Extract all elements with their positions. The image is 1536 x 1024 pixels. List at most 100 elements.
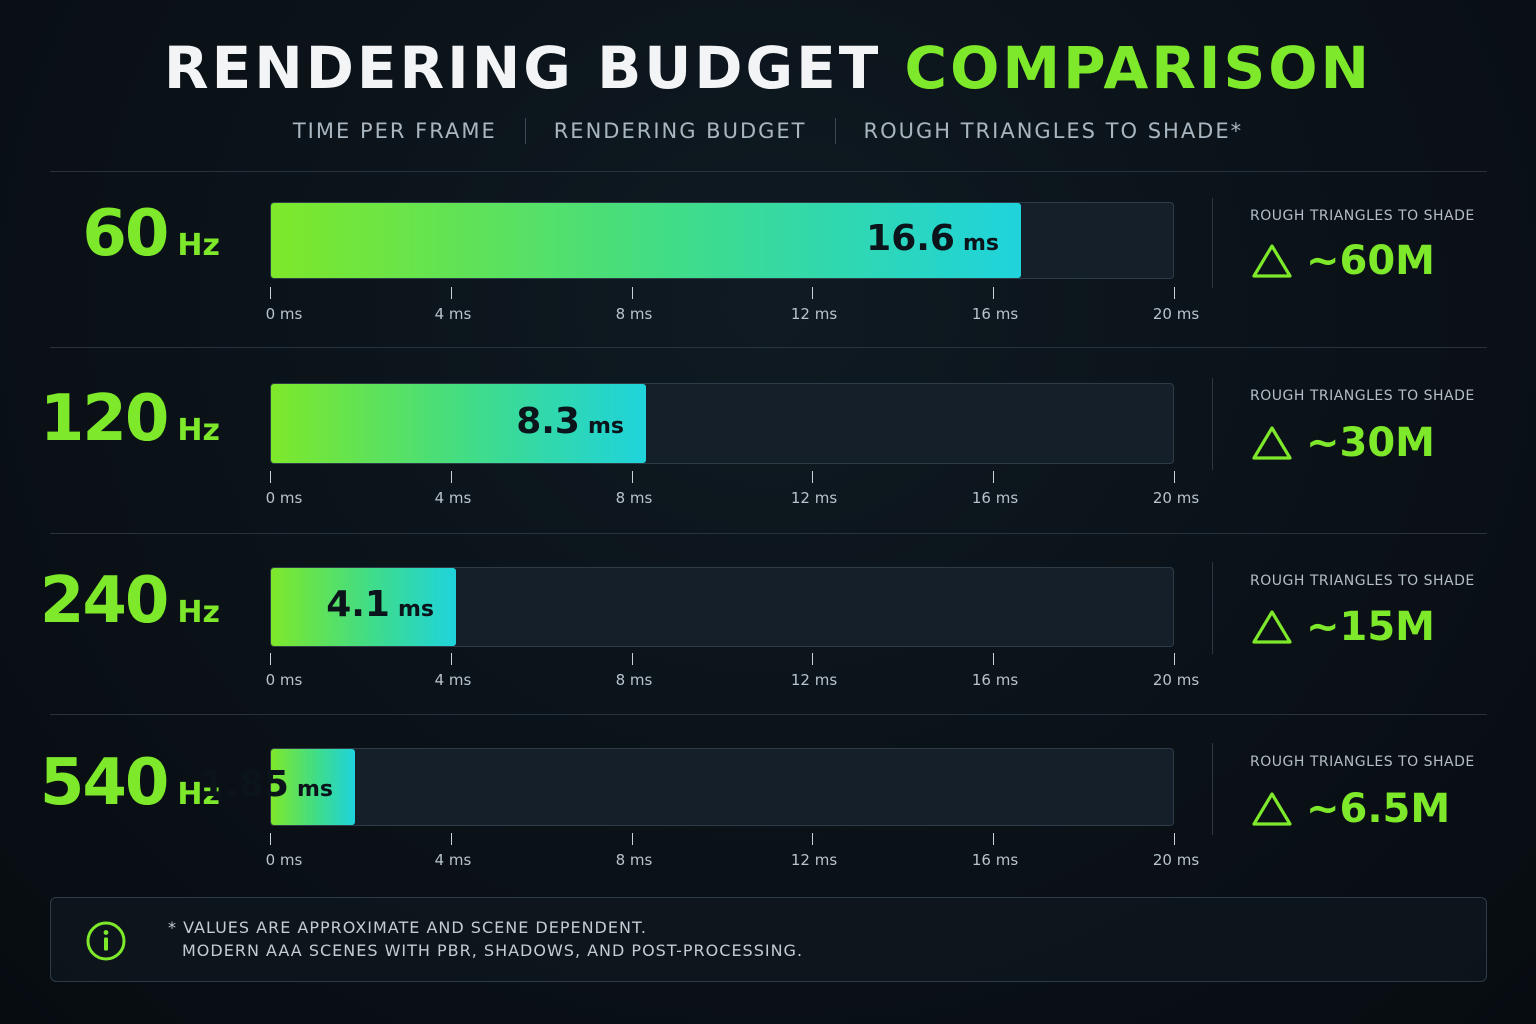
refresh-rate-value: 60 [82,197,169,271]
x-tick [1174,471,1175,483]
refresh-rate-label: 120 Hz [40,382,220,456]
divider-line [50,533,1487,534]
footnote-line-2: MODERN AAA SCENES WITH PBR, SHADOWS, AND… [182,941,804,960]
bar [271,384,646,463]
subtitle-divider [524,118,526,144]
bar [271,749,355,825]
x-tick-label: 4 ms [434,305,472,323]
x-axis: 0 ms 4 ms 8 ms 12 ms 16 ms 20 ms [266,833,1199,873]
data-label: 4.1 ms [326,584,434,625]
refresh-rate-unit: Hz [177,777,220,812]
triangles-value: ~6.5M [1250,786,1450,832]
x-axis: 0 ms 4 ms 8 ms 12 ms 16 ms 20 ms [266,471,1199,511]
triangles-count: ~60M [1306,238,1435,284]
refresh-rate-label: 60 Hz [82,197,220,271]
x-tick [270,653,271,665]
x-tick [451,653,452,665]
data-label-value: 4.1 [326,584,390,625]
triangles-heading: ROUGH TRIANGLES TO SHADE [1250,388,1475,404]
x-tick [270,833,271,845]
x-tick [993,471,994,483]
x-tick [632,653,633,665]
data-label: 1.85 ms [200,764,333,805]
x-tick-label: 20 ms [1152,671,1200,689]
footnote-line-1: * VALUES ARE APPROXIMATE AND SCENE DEPEN… [168,918,647,937]
x-tick [812,471,813,483]
title-part-2: COMPARISON [904,34,1373,102]
x-axis: 0 ms 4 ms 8 ms 12 ms 16 ms 20 ms [266,653,1199,693]
x-tick-label: 16 ms [971,671,1019,689]
bar-track: 16.6 ms [270,202,1174,279]
column-divider [1212,378,1213,470]
refresh-rate-value: 540 [39,746,170,820]
x-tick-label: 0 ms [265,671,303,689]
x-tick-label: 20 ms [1152,305,1200,323]
bar [271,203,1021,278]
x-tick-label: 0 ms [265,305,303,323]
subtitle-item-budget: RENDERING BUDGET [553,119,807,143]
x-tick-label: 0 ms [265,489,303,507]
column-divider [1212,198,1213,288]
refresh-rate-unit: Hz [177,228,220,263]
divider-line [50,714,1487,715]
column-divider [1212,562,1213,654]
triangles-value: ~60M [1250,238,1435,284]
data-label-unit: ms [587,413,624,439]
data-label-unit: ms [296,777,333,802]
x-tick-label: 8 ms [615,671,653,689]
divider-line [50,347,1487,348]
triangles-count: ~30M [1306,420,1435,466]
x-tick-label: 20 ms [1152,489,1200,507]
refresh-rate-value: 120 [39,382,170,456]
x-tick [270,471,271,483]
refresh-rate-unit: Hz [177,413,220,448]
subtitle-divider [834,118,836,144]
triangle-icon [1252,426,1292,460]
x-tick [993,833,994,845]
triangles-value: ~15M [1250,604,1435,650]
x-axis: 0 ms 4 ms 8 ms 12 ms 16 ms 20 ms [266,287,1199,327]
bar-track: 1.85 ms [200,748,1174,826]
data-label-unit: ms [962,230,999,256]
x-tick [632,833,633,845]
x-tick-label: 20 ms [1152,851,1200,869]
data-label-value: 1.85 [200,764,289,805]
refresh-rate-label: 540 Hz [40,746,220,820]
data-label: 8.3 ms [516,401,624,442]
bar-track: 4.1 ms [270,567,1174,647]
triangle-icon [1252,244,1292,278]
x-tick [1174,833,1175,845]
data-label-unit: ms [397,597,434,622]
x-tick-label: 8 ms [615,305,653,323]
triangles-count: ~6.5M [1306,786,1451,832]
x-tick-label: 16 ms [971,851,1019,869]
x-tick [632,287,633,299]
x-tick-label: 4 ms [434,851,472,869]
x-tick [451,287,452,299]
triangle-icon [1252,610,1292,644]
refresh-rate-value: 240 [39,564,170,638]
x-tick-label: 8 ms [615,489,653,507]
x-tick [632,471,633,483]
data-label-value: 16.6 [866,217,955,259]
x-tick-label: 0 ms [265,851,303,869]
x-tick [270,287,271,299]
triangles-heading: ROUGH TRIANGLES TO SHADE [1250,573,1475,589]
footnote-box [50,897,1487,982]
page-title: RENDERING BUDGET COMPARISON [0,30,1536,106]
data-label: 16.6 ms [866,218,999,259]
x-tick-label: 12 ms [790,489,838,507]
subtitle-item-triangles: ROUGH TRIANGLES TO SHADE* [863,119,1244,143]
x-tick-label: 4 ms [434,489,472,507]
data-label-value: 8.3 [516,400,580,442]
x-tick-label: 12 ms [790,851,838,869]
x-tick [1174,653,1175,665]
bar [271,568,456,646]
x-tick [451,833,452,845]
triangles-heading: ROUGH TRIANGLES TO SHADE [1250,208,1475,224]
x-tick [993,287,994,299]
x-tick [812,287,813,299]
triangle-icon [1252,792,1292,826]
column-divider [1212,743,1213,835]
x-tick [451,471,452,483]
